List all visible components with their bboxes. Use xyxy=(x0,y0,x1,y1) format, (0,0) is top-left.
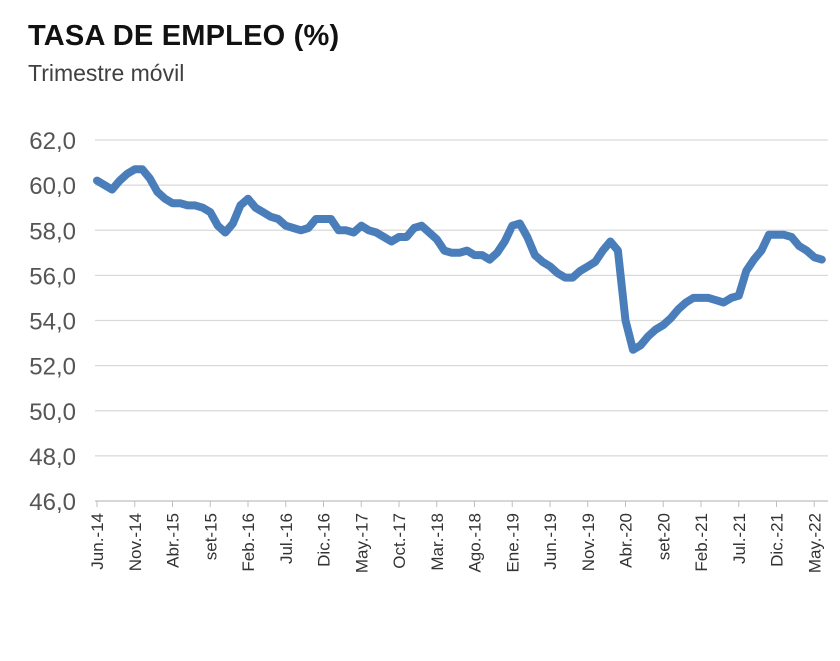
x-tick-label: Abr.-15 xyxy=(164,513,183,568)
x-tick-label: Feb.-21 xyxy=(692,513,711,572)
y-tick-label: 62,0 xyxy=(29,128,76,155)
y-tick-label: 48,0 xyxy=(29,444,76,471)
x-tick-label: Abr.-20 xyxy=(617,513,636,568)
y-tick-label: 56,0 xyxy=(29,263,76,290)
x-tick-label: Jun.-14 xyxy=(88,513,107,570)
y-tick-label: 50,0 xyxy=(29,399,76,426)
x-tick-label: Dic.-21 xyxy=(768,513,787,567)
y-tick-label: 60,0 xyxy=(29,173,76,200)
x-tick-label: set-20 xyxy=(654,513,673,560)
x-tick-label: set-15 xyxy=(201,513,220,560)
x-tick-label: Nov.-19 xyxy=(579,513,598,571)
y-tick-label: 58,0 xyxy=(29,218,76,245)
x-tick-label: Oct.-17 xyxy=(390,513,409,569)
employment-rate-line xyxy=(93,165,826,354)
y-tick-label: 46,0 xyxy=(29,489,76,516)
plot-area xyxy=(93,165,826,354)
x-tick-label: Dic.-16 xyxy=(315,513,334,567)
x-tick-label: Nov.-14 xyxy=(126,513,145,571)
x-tick-label: Jul.-16 xyxy=(277,513,296,564)
gridlines xyxy=(95,139,828,502)
x-tick-label: May.-17 xyxy=(352,513,371,573)
chart-title: TASA DE EMPLEO (%) xyxy=(28,20,340,52)
chart-subtitle: Trimestre móvil xyxy=(28,60,185,86)
y-tick-label: 52,0 xyxy=(29,354,76,381)
x-axis: Jun.-14 Nov.-14 Abr.-15 set-15 Feb.-16 Jul.-1… xyxy=(88,501,824,573)
x-tick-label: Ago.-18 xyxy=(466,513,485,573)
x-tick-label: Ene.-19 xyxy=(503,513,522,573)
x-tick-label: Jul.-21 xyxy=(730,513,749,564)
x-tick-label: Mar.-18 xyxy=(428,513,447,571)
x-tick-label: Jun.-19 xyxy=(541,513,560,570)
x-tick-label: Feb.-16 xyxy=(239,513,258,572)
x-tick-label: May.-22 xyxy=(805,513,824,573)
y-tick-label: 54,0 xyxy=(29,309,76,336)
y-axis: 62,0 60,0 58,0 56,0 54,0 52,0 50,0 48,0 46,0 xyxy=(29,128,76,516)
